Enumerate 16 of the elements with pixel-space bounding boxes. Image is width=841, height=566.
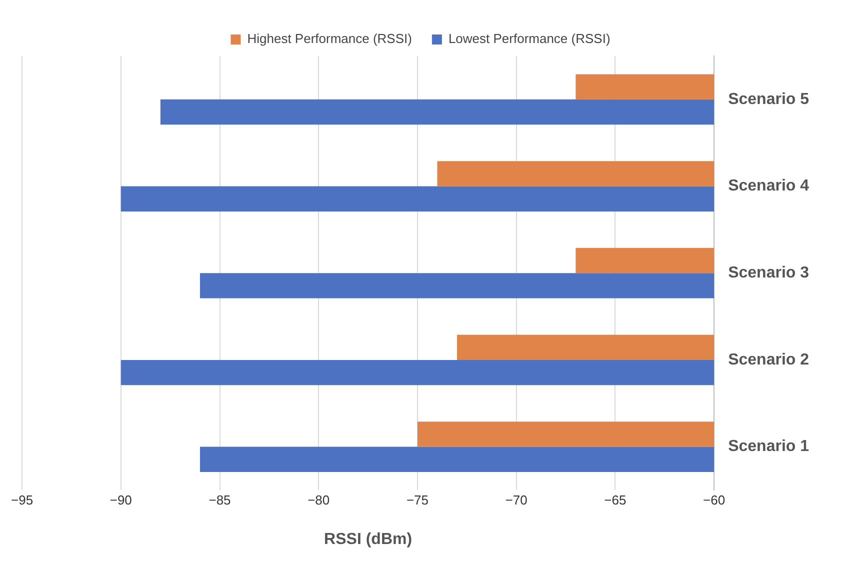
x-tick-label: −70 (505, 492, 528, 508)
y-tick-label: Scenario 4 (728, 178, 810, 195)
x-axis-title: RSSI (dBm) (324, 530, 412, 548)
x-tick-label: −60 (703, 492, 726, 508)
x-tick-label: −85 (208, 492, 231, 508)
x-tick-label: −95 (10, 492, 34, 508)
x-tick-label: −80 (308, 492, 330, 508)
y-tick-label: Scenario 3 (728, 264, 810, 282)
legend-label: Lowest Performance (RSSI) (448, 31, 610, 46)
x-tick-label: −65 (604, 492, 626, 508)
legend-label: Highest Performance (RSSI) (247, 31, 412, 46)
y-tick-label: Scenario 1 (728, 438, 810, 456)
x-tick-label: −75 (406, 492, 429, 508)
x-tick-label: −90 (110, 492, 132, 508)
y-tick-label: Scenario 2 (728, 351, 810, 368)
y-tick-label: Scenario 5 (728, 90, 810, 108)
